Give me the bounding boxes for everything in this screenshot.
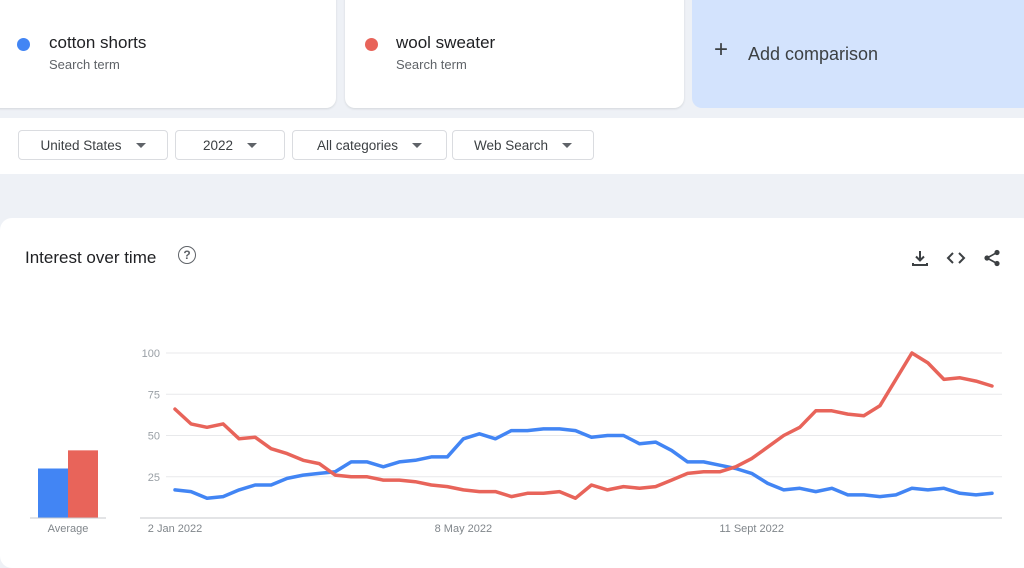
share-icon[interactable] xyxy=(982,248,1002,268)
embed-code-icon[interactable] xyxy=(946,248,966,268)
x-tick-label: 8 May 2022 xyxy=(435,523,492,535)
term-name: wool sweater xyxy=(396,33,496,52)
y-tick-label: 75 xyxy=(148,389,160,401)
y-tick-label: 25 xyxy=(148,472,160,484)
period-dropdown[interactable]: 2022 xyxy=(175,130,285,160)
series-color-dot xyxy=(365,38,378,51)
y-tick-label: 50 xyxy=(148,431,160,443)
series-line-cotton-shorts xyxy=(173,427,994,500)
search-term-card-wool-sweater[interactable]: wool sweater Search term xyxy=(345,0,684,108)
dropdown-arrow-icon xyxy=(562,142,573,148)
add-comparison-label: Add comparison xyxy=(748,44,879,64)
search-type-value: Web Search xyxy=(473,137,549,153)
y-tick-label: 100 xyxy=(142,348,160,360)
category-value: All categories xyxy=(316,137,399,153)
category-dropdown[interactable]: All categories xyxy=(292,130,447,160)
plus-icon: + xyxy=(714,36,729,63)
add-comparison-button[interactable]: + Add comparison xyxy=(692,0,1024,108)
help-icon[interactable]: ? xyxy=(178,246,196,264)
region-value: United States xyxy=(40,137,122,153)
dropdown-arrow-icon xyxy=(135,142,146,148)
term-subtitle: Search term xyxy=(396,57,467,72)
series-line-wool-sweater xyxy=(173,351,994,500)
region-dropdown[interactable]: United States xyxy=(18,130,168,160)
x-tick-label: 11 Sept 2022 xyxy=(719,523,784,535)
chart-title: Interest over time xyxy=(25,248,157,267)
average-label: Average xyxy=(48,523,89,535)
dropdown-arrow-icon xyxy=(247,142,258,148)
term-subtitle: Search term xyxy=(49,57,120,72)
search-term-card-cotton-shorts[interactable]: cotton shorts Search term xyxy=(0,0,336,108)
search-type-dropdown[interactable]: Web Search xyxy=(452,130,594,160)
dropdown-arrow-icon xyxy=(412,142,423,148)
series-color-dot xyxy=(17,38,30,51)
average-bar xyxy=(68,450,98,518)
interest-over-time-card: Interest over time ? 25 50 75 100 Average 2… xyxy=(0,218,1024,568)
filter-bar: United States 2022 All categories Web Se… xyxy=(0,118,1024,174)
period-value: 2022 xyxy=(202,137,234,153)
term-name: cotton shorts xyxy=(49,33,147,52)
interest-chart: 25 50 75 100 Average 2 Jan 2022 8 May 2022 11… xyxy=(30,348,1002,535)
x-tick-label: 2 Jan 2022 xyxy=(148,523,202,535)
download-icon[interactable] xyxy=(910,248,930,268)
average-bar xyxy=(38,468,68,518)
